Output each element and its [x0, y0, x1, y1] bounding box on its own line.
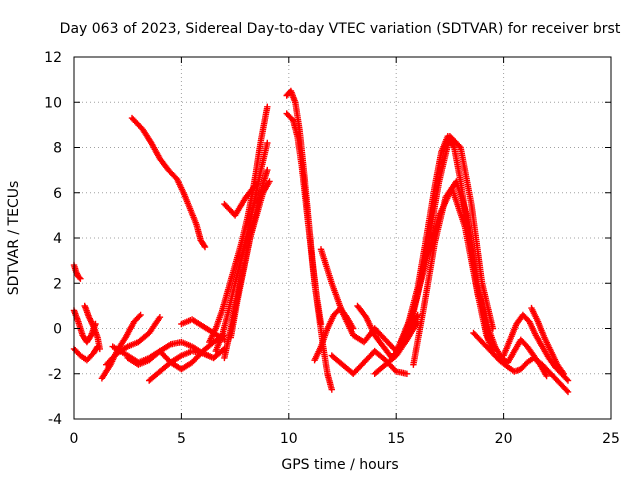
- y-tick-label: 10: [44, 95, 62, 111]
- x-tick-label: 20: [495, 431, 513, 447]
- y-tick-label: 4: [53, 231, 62, 247]
- data-series-track-o: [227, 178, 273, 341]
- y-tick-label: 0: [53, 322, 62, 338]
- data-layer: [70, 87, 572, 396]
- data-series-track-a: [128, 114, 209, 251]
- data-series-track-ae: [528, 304, 567, 377]
- y-tick-label: 12: [44, 50, 62, 66]
- data-series-track-j: [124, 332, 228, 373]
- y-tick-label: 6: [53, 186, 62, 202]
- data-series-track-b: [70, 261, 84, 282]
- data-series-track-t: [317, 246, 400, 355]
- data-series-track-ac: [470, 329, 572, 396]
- tick-layer: 0 5 10 15 20 25 -4 -2 0 2 4 6 8 10 12: [44, 50, 620, 447]
- data-series-track-e: [81, 302, 103, 353]
- x-tick-label: 0: [70, 431, 79, 447]
- chart-title: Day 063 of 2023, Sidereal Day-to-day VTE…: [60, 21, 621, 37]
- y-tick-label: 8: [53, 141, 62, 157]
- data-series-track-i: [146, 347, 217, 384]
- y-tick-label: -2: [48, 367, 62, 383]
- y-tick-label: -4: [48, 412, 62, 428]
- x-tick-label: 5: [177, 431, 186, 447]
- x-tick-label: 25: [602, 431, 620, 447]
- data-series-track-f: [98, 311, 144, 382]
- grid-layer: [74, 57, 611, 419]
- x-axis-label: GPS time / hours: [281, 457, 398, 473]
- data-series-track-m: [212, 139, 271, 355]
- data-series-track-p: [221, 180, 260, 219]
- y-tick-label: 2: [53, 276, 62, 292]
- x-tick-label: 15: [387, 431, 405, 447]
- data-series-track-g: [103, 314, 164, 368]
- x-tick-label: 10: [280, 431, 298, 447]
- data-series-track-r: [283, 110, 335, 393]
- data-series-track-aa: [397, 185, 481, 346]
- y-axis-label: SDTVAR / TECUs: [6, 181, 22, 296]
